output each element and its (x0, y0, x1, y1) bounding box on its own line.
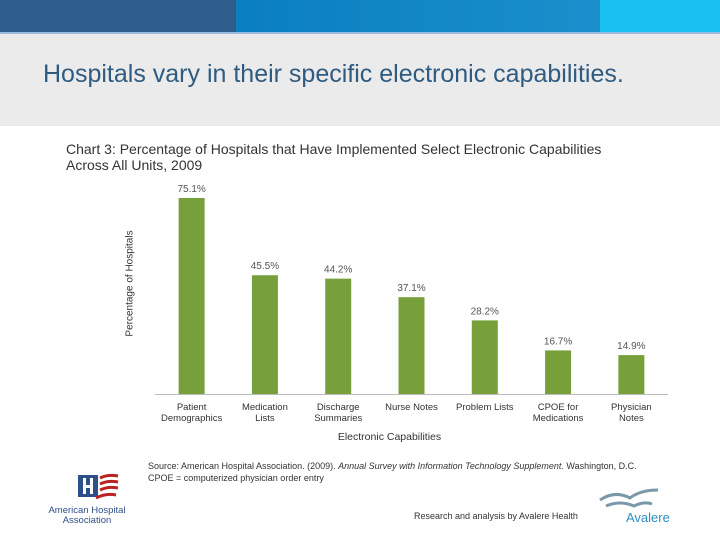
x-tick-label: Demographics (161, 413, 222, 424)
x-tick-label: Medication (242, 402, 288, 413)
x-tick-label: CPOE for (538, 402, 579, 413)
bar (471, 320, 498, 394)
x-tick-label: Notes (619, 413, 644, 424)
data-label: 28.2% (471, 306, 499, 317)
x-axis-label: Electronic Capabilities (338, 431, 441, 443)
avalere-logo-text: Avalere (626, 510, 670, 525)
credit-text: Research and analysis by Avalere Health (414, 511, 578, 521)
bar (398, 297, 425, 394)
bar (178, 197, 205, 394)
source-prefix: Source: American Hospital Association. (… (148, 461, 339, 471)
chart-title: Chart 3: Percentage of Hospitals that Ha… (66, 141, 602, 173)
bar (325, 278, 352, 394)
bar (251, 275, 278, 394)
title-band (0, 34, 720, 126)
source-note: Source: American Hospital Association. (… (148, 460, 637, 484)
slide-title: Hospitals vary in their specific electro… (43, 60, 624, 88)
data-label: 75.1% (177, 184, 205, 195)
x-tick-label: Nurse Notes (385, 402, 438, 413)
bar (618, 355, 645, 394)
x-tick-label: Summaries (314, 413, 362, 424)
data-label: 37.1% (397, 283, 425, 294)
bar (545, 350, 572, 394)
x-tick-label: Physician (611, 402, 652, 413)
cpoe-note: CPOE = computerized physician order entr… (148, 473, 324, 483)
data-label: 16.7% (544, 336, 572, 347)
data-label: 14.9% (617, 341, 645, 352)
source-suffix: Washington, D.C. (563, 461, 637, 471)
data-label: 44.2% (324, 265, 352, 276)
x-tick-label: Lists (255, 413, 275, 424)
x-tick-label: Medications (533, 413, 584, 424)
banner-divider (0, 32, 720, 34)
x-tick-label: Patient (177, 402, 207, 413)
x-tick-label: Discharge (317, 402, 360, 413)
header-banner (0, 0, 720, 32)
source-title: Annual Survey with Information Technolog… (338, 461, 564, 471)
aha-logo-text: American Hospital Association (48, 505, 126, 526)
x-tick-label: Problem Lists (456, 402, 514, 413)
data-label: 45.5% (251, 261, 279, 272)
